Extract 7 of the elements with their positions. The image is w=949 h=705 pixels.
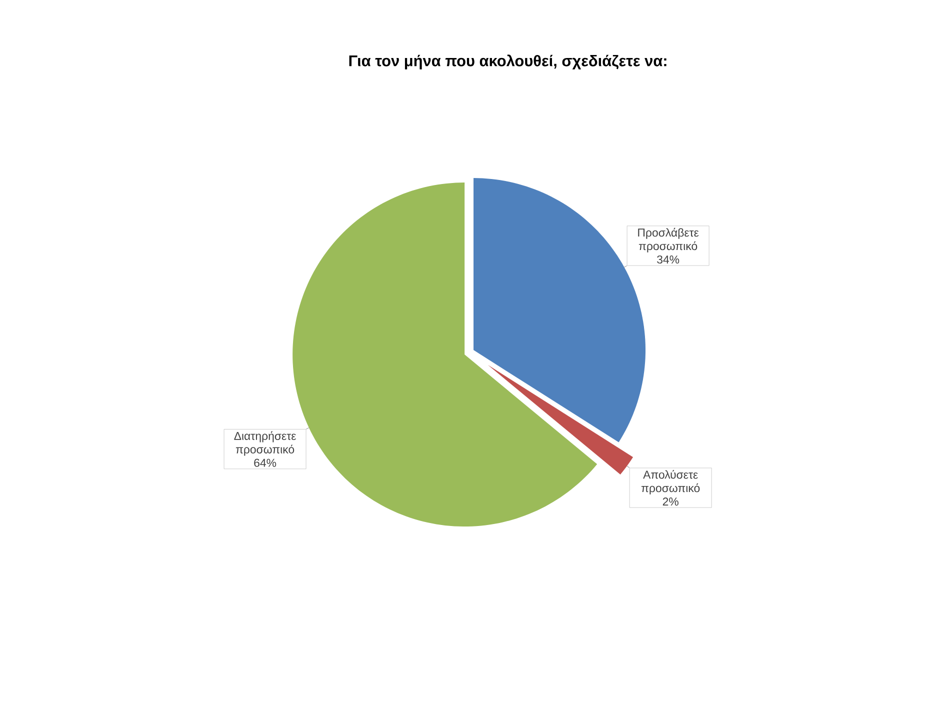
chart-title: Για τον μήνα που ακολουθεί, σχεδιάζετε να: bbox=[349, 54, 666, 70]
slice-label: Προσλάβετε προσωπικό bbox=[638, 228, 699, 252]
data-label: 64% bbox=[254, 458, 276, 467]
data-label: 2% bbox=[662, 498, 678, 506]
slice-label: Απολύσετε προσωπικό bbox=[641, 470, 700, 494]
data-label: 34% bbox=[657, 255, 680, 264]
slice-label: Διατηρήσετε προσωπικό bbox=[234, 431, 296, 456]
